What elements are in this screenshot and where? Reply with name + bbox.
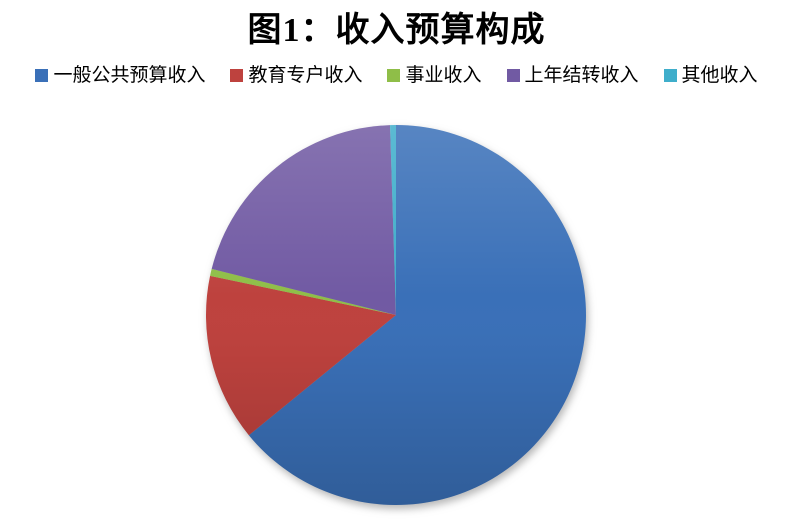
legend-swatch-icon	[506, 69, 520, 82]
legend-swatch-icon	[663, 69, 677, 82]
legend-label: 教育专户收入	[248, 65, 363, 86]
legend-item-3: 事业收入	[387, 65, 482, 86]
legend-label: 其他收入	[681, 65, 758, 86]
legend-swatch-icon	[230, 69, 244, 82]
legend-item-5: 其他收入	[663, 65, 758, 86]
legend: 一般公共预算收入 教育专户收入 事业收入 上年结转收入 其他收入	[0, 66, 793, 85]
legend-item-2: 教育专户收入	[230, 66, 362, 85]
legend-item-1: 一般公共预算收入	[35, 66, 205, 85]
legend-label: 事业收入	[405, 65, 482, 86]
legend-item-4: 上年结转收入	[506, 65, 639, 86]
pie-slices-group	[205, 124, 586, 505]
chart-title: 图1：收入预算构成	[247, 12, 546, 49]
legend-label: 上年结转收入	[524, 65, 639, 86]
legend-swatch-icon	[35, 69, 49, 82]
legend-swatch-icon	[387, 69, 401, 82]
legend-label: 一般公共预算收入	[53, 65, 206, 86]
